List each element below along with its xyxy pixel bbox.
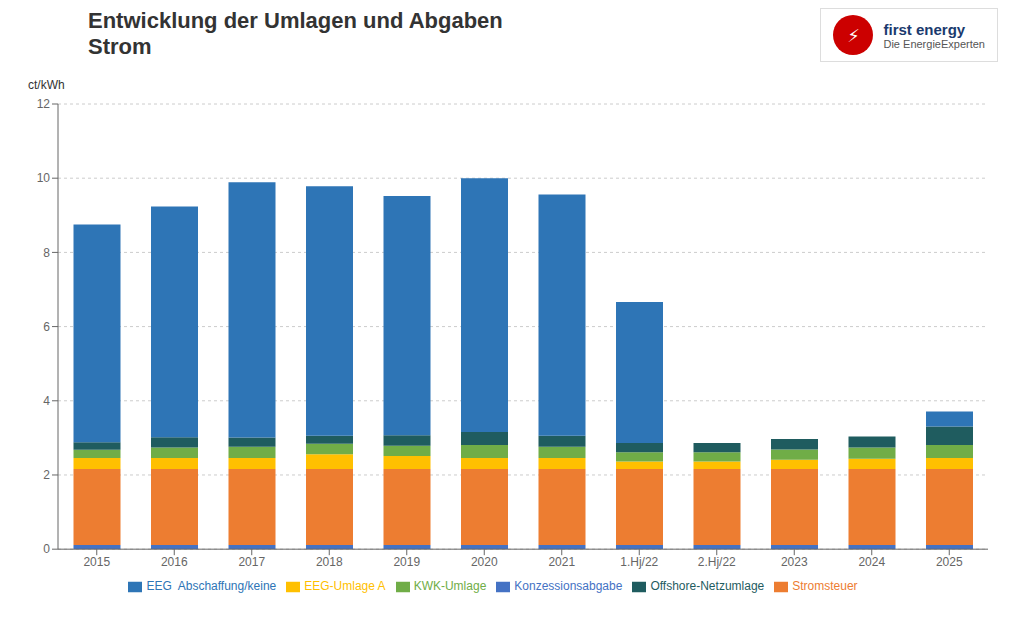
svg-text:2017: 2017: [238, 555, 265, 569]
svg-text:2020: 2020: [471, 555, 498, 569]
html-text:Stromsteuer: Stromsteuer: [792, 579, 858, 594]
html-text:ct/kWh: ct/kWh: [28, 78, 65, 92]
html-text:Konzessionsabgabe: Konzessionsabgabe: [514, 579, 623, 594]
svg-text:4: 4: [43, 394, 50, 408]
svg-text:2019: 2019: [393, 555, 420, 569]
svg-text:8: 8: [43, 246, 50, 260]
svg-text:2025: 2025: [936, 555, 963, 569]
html-text:KWK-Umlage: KWK-Umlage: [413, 579, 487, 594]
svg-text:12: 12: [37, 97, 51, 111]
html-text:Offshore-Netzumlage: Offshore-Netzumlage: [650, 579, 765, 594]
html-text:Die EnergieExperten: Die EnergieExperten: [883, 37, 985, 50]
svg-text:2018: 2018: [316, 555, 343, 569]
svg-text:0: 0: [43, 542, 50, 556]
html-text:Strom: Strom: [88, 34, 152, 59]
svg-text:2.Hj/22: 2.Hj/22: [698, 555, 736, 569]
html-text:Entwicklung der Umlagen und Ab: Entwicklung der Umlagen und Abgaben: [88, 8, 503, 33]
svg-text:10: 10: [37, 171, 51, 185]
html-text:EEG Abschaffung/keine: EEG Abschaffung/keine: [146, 579, 277, 594]
svg-text:2021: 2021: [548, 555, 575, 569]
svg-text:2024: 2024: [858, 555, 885, 569]
svg-text:6: 6: [43, 320, 50, 334]
svg-text:2016: 2016: [161, 555, 188, 569]
html-text:EEG-Umlage A: EEG-Umlage A: [304, 579, 386, 594]
svg-text:2015: 2015: [83, 555, 110, 569]
svg-text:2023: 2023: [781, 555, 808, 569]
svg-text:1.Hj/22: 1.Hj/22: [620, 555, 658, 569]
svg-text:2: 2: [43, 468, 50, 482]
html-text:first energy: first energy: [883, 20, 966, 38]
